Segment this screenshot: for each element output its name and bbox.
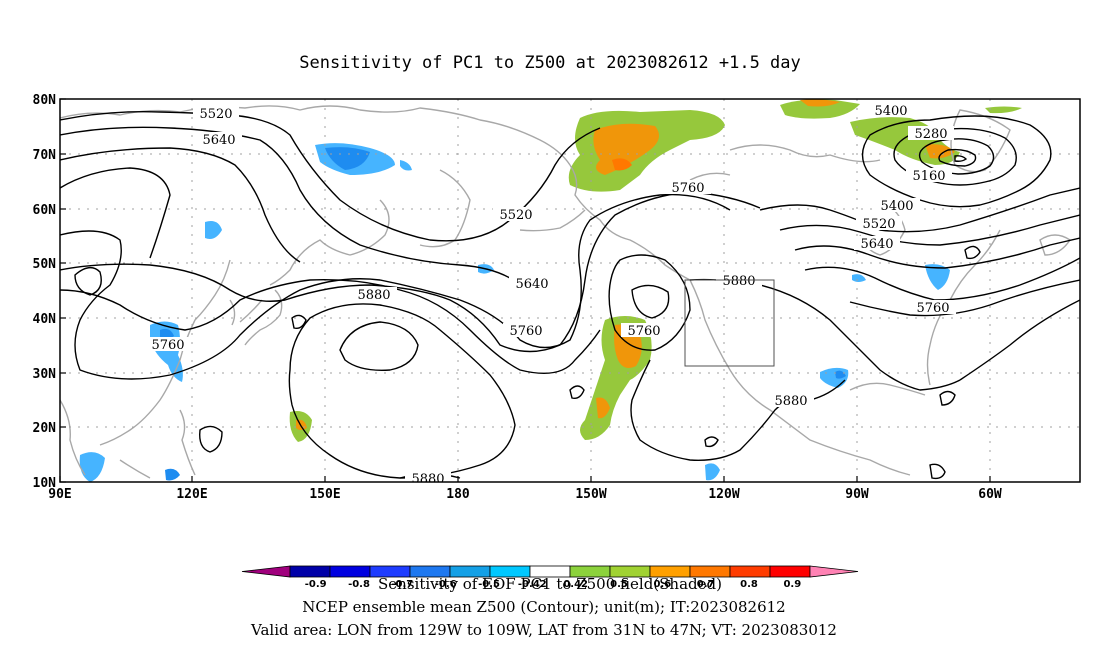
contour-label: 5640 <box>515 277 548 292</box>
contour-label: 5760 <box>509 324 542 339</box>
colorbar-swatch <box>769 565 811 578</box>
caption-shaded: Sensitivity of EOF PC1 to Z500 field(Sha… <box>378 575 722 593</box>
contour-label: 5880 <box>411 472 444 487</box>
contour-labels: 5520 5640 5520 5640 5760 5760 5760 5760 … <box>145 103 956 487</box>
lat-label: 60N <box>33 203 57 218</box>
contour-label: 5520 <box>862 217 895 232</box>
lat-label: 10N <box>33 476 57 491</box>
latitude-labels: 80N 70N 60N 50N 40N 30N 20N 10N <box>33 93 57 491</box>
longitude-labels: 90E 120E 150E 180 150W 120W 90W 60W <box>48 487 1002 502</box>
shaded-sensitivity <box>79 99 1022 482</box>
colorbar-tick-label: 0.9 <box>783 579 801 590</box>
caption-valid-area: Valid area: LON from 129W to 109W, LAT f… <box>250 621 837 639</box>
colorbar-tick-label: 0.6 <box>653 579 671 590</box>
z500-contours <box>60 110 1080 480</box>
colorbar-tick-label: -0.6 <box>435 579 457 590</box>
contour-label: 5880 <box>774 394 807 409</box>
contour-label: 5760 <box>151 338 184 353</box>
contour-label: 5760 <box>671 181 704 196</box>
graticule <box>60 99 1080 482</box>
lat-label: 70N <box>33 148 57 163</box>
lat-label: 30N <box>33 367 57 382</box>
contour-label: 5520 <box>499 208 532 223</box>
contour-label: 5640 <box>202 133 235 148</box>
colorbar-tick-label: -0.7 <box>391 579 413 590</box>
lon-label: 60W <box>978 487 1002 502</box>
contour-label: 5760 <box>627 324 660 339</box>
contour-label: 5520 <box>199 107 232 122</box>
map-plot-area: 5520 5640 5520 5640 5760 5760 5760 5760 … <box>60 99 1080 487</box>
colorbar-tick-label: 0.5 <box>610 579 628 590</box>
contour-label: 5760 <box>916 301 949 316</box>
colorbar: -0.9 -0.8 -0.7 -0.6 -0.5 -0.42 0.42 0.5 0.6 0.7 0.… <box>241 565 859 590</box>
lon-label: 90W <box>845 487 869 502</box>
coastlines <box>60 105 1071 479</box>
lon-label: 180 <box>446 487 470 502</box>
lat-label: 40N <box>33 312 57 327</box>
lon-label: 120E <box>176 487 207 502</box>
colorbar-tick-label: -0.9 <box>305 579 327 590</box>
lon-label: 150E <box>309 487 340 502</box>
lat-label: 80N <box>33 93 57 108</box>
colorbar-arrow-high <box>809 565 859 578</box>
contour-label: 5640 <box>860 237 893 252</box>
colorbar-tick-label: 0.42 <box>563 579 588 590</box>
colorbar-swatch <box>289 565 331 578</box>
colorbar-swatch <box>329 565 371 578</box>
caption-contour: NCEP ensemble mean Z500 (Contour); unit(… <box>302 598 785 616</box>
colorbar-tick-label: -0.42 <box>518 579 547 590</box>
valid-area-box <box>684 279 775 367</box>
lon-label: 120W <box>708 487 739 502</box>
colorbar-arrow-low <box>241 565 291 578</box>
contour-label: 5880 <box>357 288 390 303</box>
plot-frame <box>59 98 1081 483</box>
lat-label: 20N <box>33 421 57 436</box>
colorbar-swatch <box>729 565 771 578</box>
contour-label: 5280 <box>914 127 947 142</box>
colorbar-tick-label: -0.5 <box>478 579 500 590</box>
lon-label: 90E <box>48 487 71 502</box>
contour-label: 5160 <box>912 169 945 184</box>
lon-label: 150W <box>575 487 606 502</box>
map-title: Sensitivity of PC1 to Z500 at 2023082612… <box>299 53 801 73</box>
contour-label: 5400 <box>874 104 907 119</box>
contour-label: 5880 <box>722 274 755 289</box>
colorbar-tick-label: 0.8 <box>740 579 758 590</box>
tick-marks <box>59 98 991 483</box>
lat-label: 50N <box>33 257 57 272</box>
contour-label: 5400 <box>880 199 913 214</box>
colorbar-tick-label: 0.7 <box>697 579 715 590</box>
colorbar-tick-label: -0.8 <box>348 579 370 590</box>
